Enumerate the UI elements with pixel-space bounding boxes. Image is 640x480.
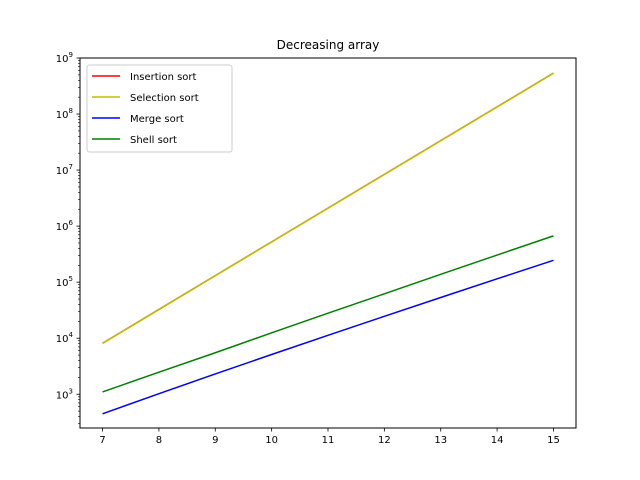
y-tick-label-base: 10 [56,390,69,401]
legend-label: Merge sort [130,114,184,125]
y-tick-label-base: 10 [56,222,69,233]
x-tick-label: 15 [547,435,560,446]
series-layer [102,72,554,415]
legend-entry: Insertion sort [92,72,197,83]
x-tick-label: 13 [434,435,447,446]
y-tick-label-exponent: 3 [69,387,73,395]
y-tick-label-base: 10 [56,334,69,345]
series-line-merge-sort [102,259,554,415]
y-tick-label-exponent: 4 [69,331,74,339]
series-line-shell-sort [102,235,554,393]
legend-entry: Selection sort [92,93,199,104]
y-tick-label: 105 [56,275,73,289]
y-tick-label: 106 [56,219,74,233]
y-tick-label-exponent: 8 [69,107,73,115]
y-tick-label: 103 [56,387,73,401]
y-tick-label-base: 10 [56,110,69,121]
series-line-selection-sort [102,72,554,344]
chart-title: Decreasing array [277,38,380,52]
legend-entry: Shell sort [92,135,177,146]
x-tick-label: 8 [156,435,162,446]
x-tick-label: 9 [212,435,218,446]
legend-box [86,64,233,153]
y-tick-label-exponent: 5 [69,275,73,283]
x-tick-label: 12 [378,435,391,446]
y-tick-label-base: 10 [56,166,69,177]
y-tick-label-exponent: 6 [69,219,74,227]
x-tick-label: 14 [491,435,504,446]
x-axis: 7 8 9 10 11 12 13 14 15 [99,428,560,446]
x-tick-label: 7 [99,435,105,446]
legend-label: Selection sort [130,93,199,104]
y-tick-label: 109 [56,51,73,65]
x-tick-label: 11 [322,435,335,446]
legend-label: Shell sort [130,135,177,146]
y-tick-label-base: 10 [56,278,69,289]
y-tick-label: 108 [56,107,73,121]
legend-label: Insertion sort [130,72,197,83]
y-tick-label: 104 [56,331,74,345]
legend-entry: Merge sort [92,114,184,125]
x-tick-label: 10 [265,435,278,446]
y-tick-label-exponent: 9 [69,51,73,59]
y-tick-label-exponent: 7 [69,163,73,171]
y-tick-label-base: 10 [56,54,69,65]
y-tick-label: 107 [56,163,73,177]
legend: Insertion sort Selection sort Merge sort Sh… [86,64,233,153]
